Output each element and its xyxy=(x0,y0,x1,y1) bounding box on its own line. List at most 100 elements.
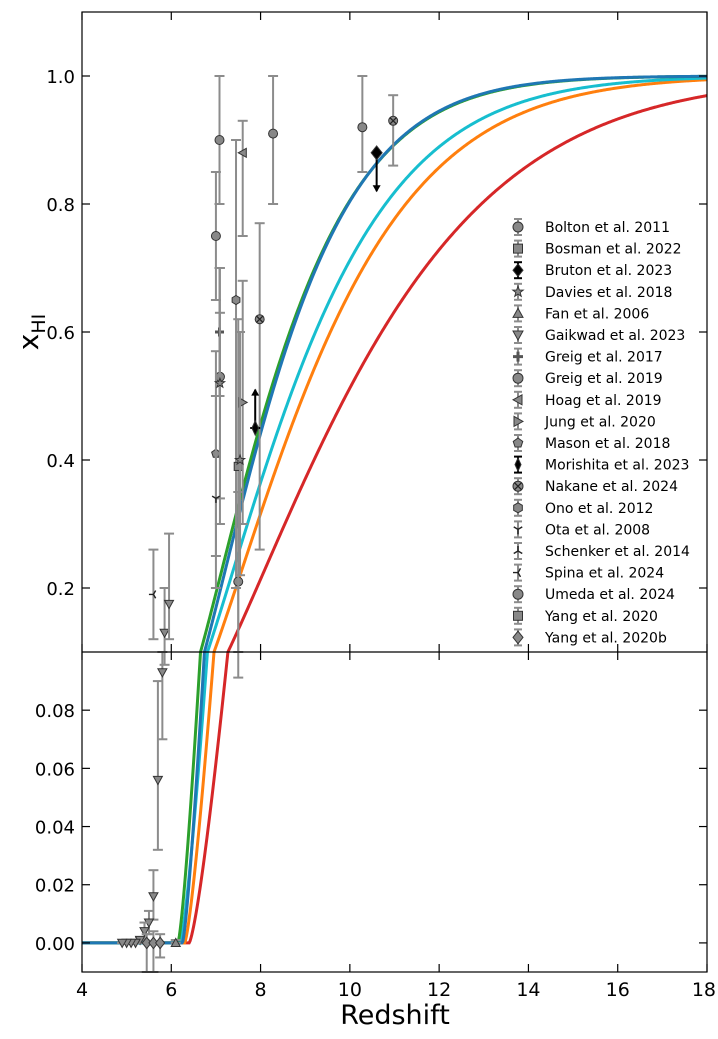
legend-item-4: Davies et al. 2018 xyxy=(511,282,672,301)
legend-item-12: Morishita et al. 2023 xyxy=(514,455,689,474)
marker-circle xyxy=(357,122,368,133)
legend-marker xyxy=(513,546,523,555)
data-point-16 xyxy=(388,94,399,167)
legend-label: Mason et al. 2018 xyxy=(545,436,670,452)
legend-marker xyxy=(511,284,525,298)
legend-label: Yang et al. 2020 xyxy=(544,609,658,625)
legend-label: Yang et al. 2020b xyxy=(544,630,667,646)
data-point-6 xyxy=(231,139,242,589)
data-points xyxy=(116,75,399,973)
marker-circle xyxy=(268,128,279,139)
x-tick-label-2: 8 xyxy=(255,979,267,1001)
legend-item-5: Fan et al. 2006 xyxy=(512,304,649,323)
legend-label: Greig et al. 2017 xyxy=(545,350,663,366)
marker-triangle-up xyxy=(170,937,182,948)
x-tick-label-5: 14 xyxy=(516,979,540,1001)
legend-marker xyxy=(513,610,523,621)
model-curve-1-top xyxy=(226,94,707,652)
x-tick-label-7: 18 xyxy=(692,979,716,1001)
plot-frame xyxy=(81,11,708,973)
legend-label: Greig et al. 2019 xyxy=(545,371,663,387)
marker-triangle-down xyxy=(157,668,168,678)
data-point-bottom-14 xyxy=(170,937,182,948)
legend-label: Jung et al. 2020 xyxy=(544,414,656,430)
data-point-bottom-3 xyxy=(148,869,159,921)
data-point-bottom-2 xyxy=(152,680,164,851)
y-axis-label-main: x xyxy=(12,334,45,351)
legend-marker xyxy=(513,243,523,254)
legend-item-2: Bosman et al. 2022 xyxy=(513,239,682,258)
legend-marker xyxy=(512,221,524,233)
marker-tri-down xyxy=(211,495,221,503)
legend-label: Fan et al. 2006 xyxy=(545,306,649,322)
legend-marker xyxy=(514,456,522,473)
legend-label: Gaikwad et al. 2023 xyxy=(545,328,685,344)
legend-marker xyxy=(512,330,524,342)
data-point-15 xyxy=(254,222,265,551)
legend-item-13: Nakane et al. 2024 xyxy=(512,477,678,496)
legend-label: Umeda et al. 2024 xyxy=(545,587,675,603)
legend-item-19: Yang et al. 2020 xyxy=(513,606,658,625)
marker-diamond xyxy=(154,936,166,950)
marker-triangle-left xyxy=(237,147,247,159)
legend-marker xyxy=(512,372,524,384)
legend-label: Hoag et al. 2019 xyxy=(545,393,662,409)
legend: Bolton et al. 2011 Bosman et al. 2022 Brut… xyxy=(511,218,690,647)
x-tick-label-3: 10 xyxy=(338,979,362,1001)
marker-x-circle xyxy=(254,314,265,325)
model-curve-5-top xyxy=(202,74,707,652)
legend-marker xyxy=(512,630,524,645)
legend-marker xyxy=(513,351,523,362)
marker-star xyxy=(213,376,227,389)
legend-marker xyxy=(513,567,522,578)
data-point-21 xyxy=(370,145,383,193)
y-tick-label-top-0: 0.2 xyxy=(46,579,75,600)
legend-marker-cross xyxy=(514,482,522,491)
y-tick-label-top-1: 0.4 xyxy=(46,451,75,472)
data-point-17 xyxy=(210,395,221,589)
legend-item-9: Hoag et al. 2019 xyxy=(511,390,662,409)
legend-label: Nakane et al. 2024 xyxy=(545,479,678,495)
legend-marker xyxy=(513,526,523,535)
y-tick-label-bottom-3: 0.06 xyxy=(35,759,75,780)
model-curve-3-top xyxy=(205,76,707,652)
model-curves-top xyxy=(198,74,707,652)
legend-item-10: Jung et al. 2020 xyxy=(513,412,656,431)
data-point-3 xyxy=(268,75,279,205)
marker-circle xyxy=(210,231,221,241)
legend-item-8: Greig et al. 2019 xyxy=(512,369,663,388)
legend-label: Schenker et al. 2014 xyxy=(545,544,690,560)
model-curve-5-bottom xyxy=(82,652,206,945)
marker-star xyxy=(233,453,247,466)
legend-label: Davies et al. 2018 xyxy=(545,285,672,301)
legend-marker xyxy=(511,393,523,406)
legend-item-1: Bolton et al. 2011 xyxy=(512,218,670,236)
marker-triangle-down xyxy=(163,599,175,610)
y-tick-label-bottom-2: 0.04 xyxy=(35,818,75,839)
axes: 0.2 0.4 0.6 0.8 1.0 0.00 0.02 0.04 0.06 0.08 4 6 8 10… xyxy=(35,11,716,1001)
marker-triangle-down xyxy=(159,628,170,639)
legend-marker xyxy=(512,307,524,318)
marker-diamond xyxy=(148,936,159,950)
legend-item-7: Greig et al. 2017 xyxy=(513,347,663,366)
legend-item-17: Spina et al. 2024 xyxy=(513,563,664,582)
marker-triangle-down xyxy=(139,927,150,937)
marker-hexagon xyxy=(231,294,241,306)
legend-label: Spina et al. 2024 xyxy=(545,566,664,582)
marker-circle xyxy=(214,135,225,145)
marker-x-circle-cross xyxy=(256,315,264,323)
data-point-bottom-12 xyxy=(148,930,159,973)
x-tick-label-4: 12 xyxy=(427,979,451,1001)
y-tick-label-bottom-1: 0.02 xyxy=(35,876,75,897)
data-point-18 xyxy=(148,548,159,641)
data-point-20 xyxy=(163,532,175,641)
legend-label: Ota et al. 2008 xyxy=(545,522,650,538)
legend-label: Bolton et al. 2011 xyxy=(545,220,670,236)
data-point-9 xyxy=(237,119,248,237)
y-tick-label-top-3: 0.8 xyxy=(46,195,75,216)
y-axis-label-sub: HI xyxy=(28,314,50,334)
y-tick-label-top-4: 1.0 xyxy=(46,67,75,88)
marker-thin-diamond xyxy=(251,419,260,437)
legend-marker xyxy=(512,588,524,600)
